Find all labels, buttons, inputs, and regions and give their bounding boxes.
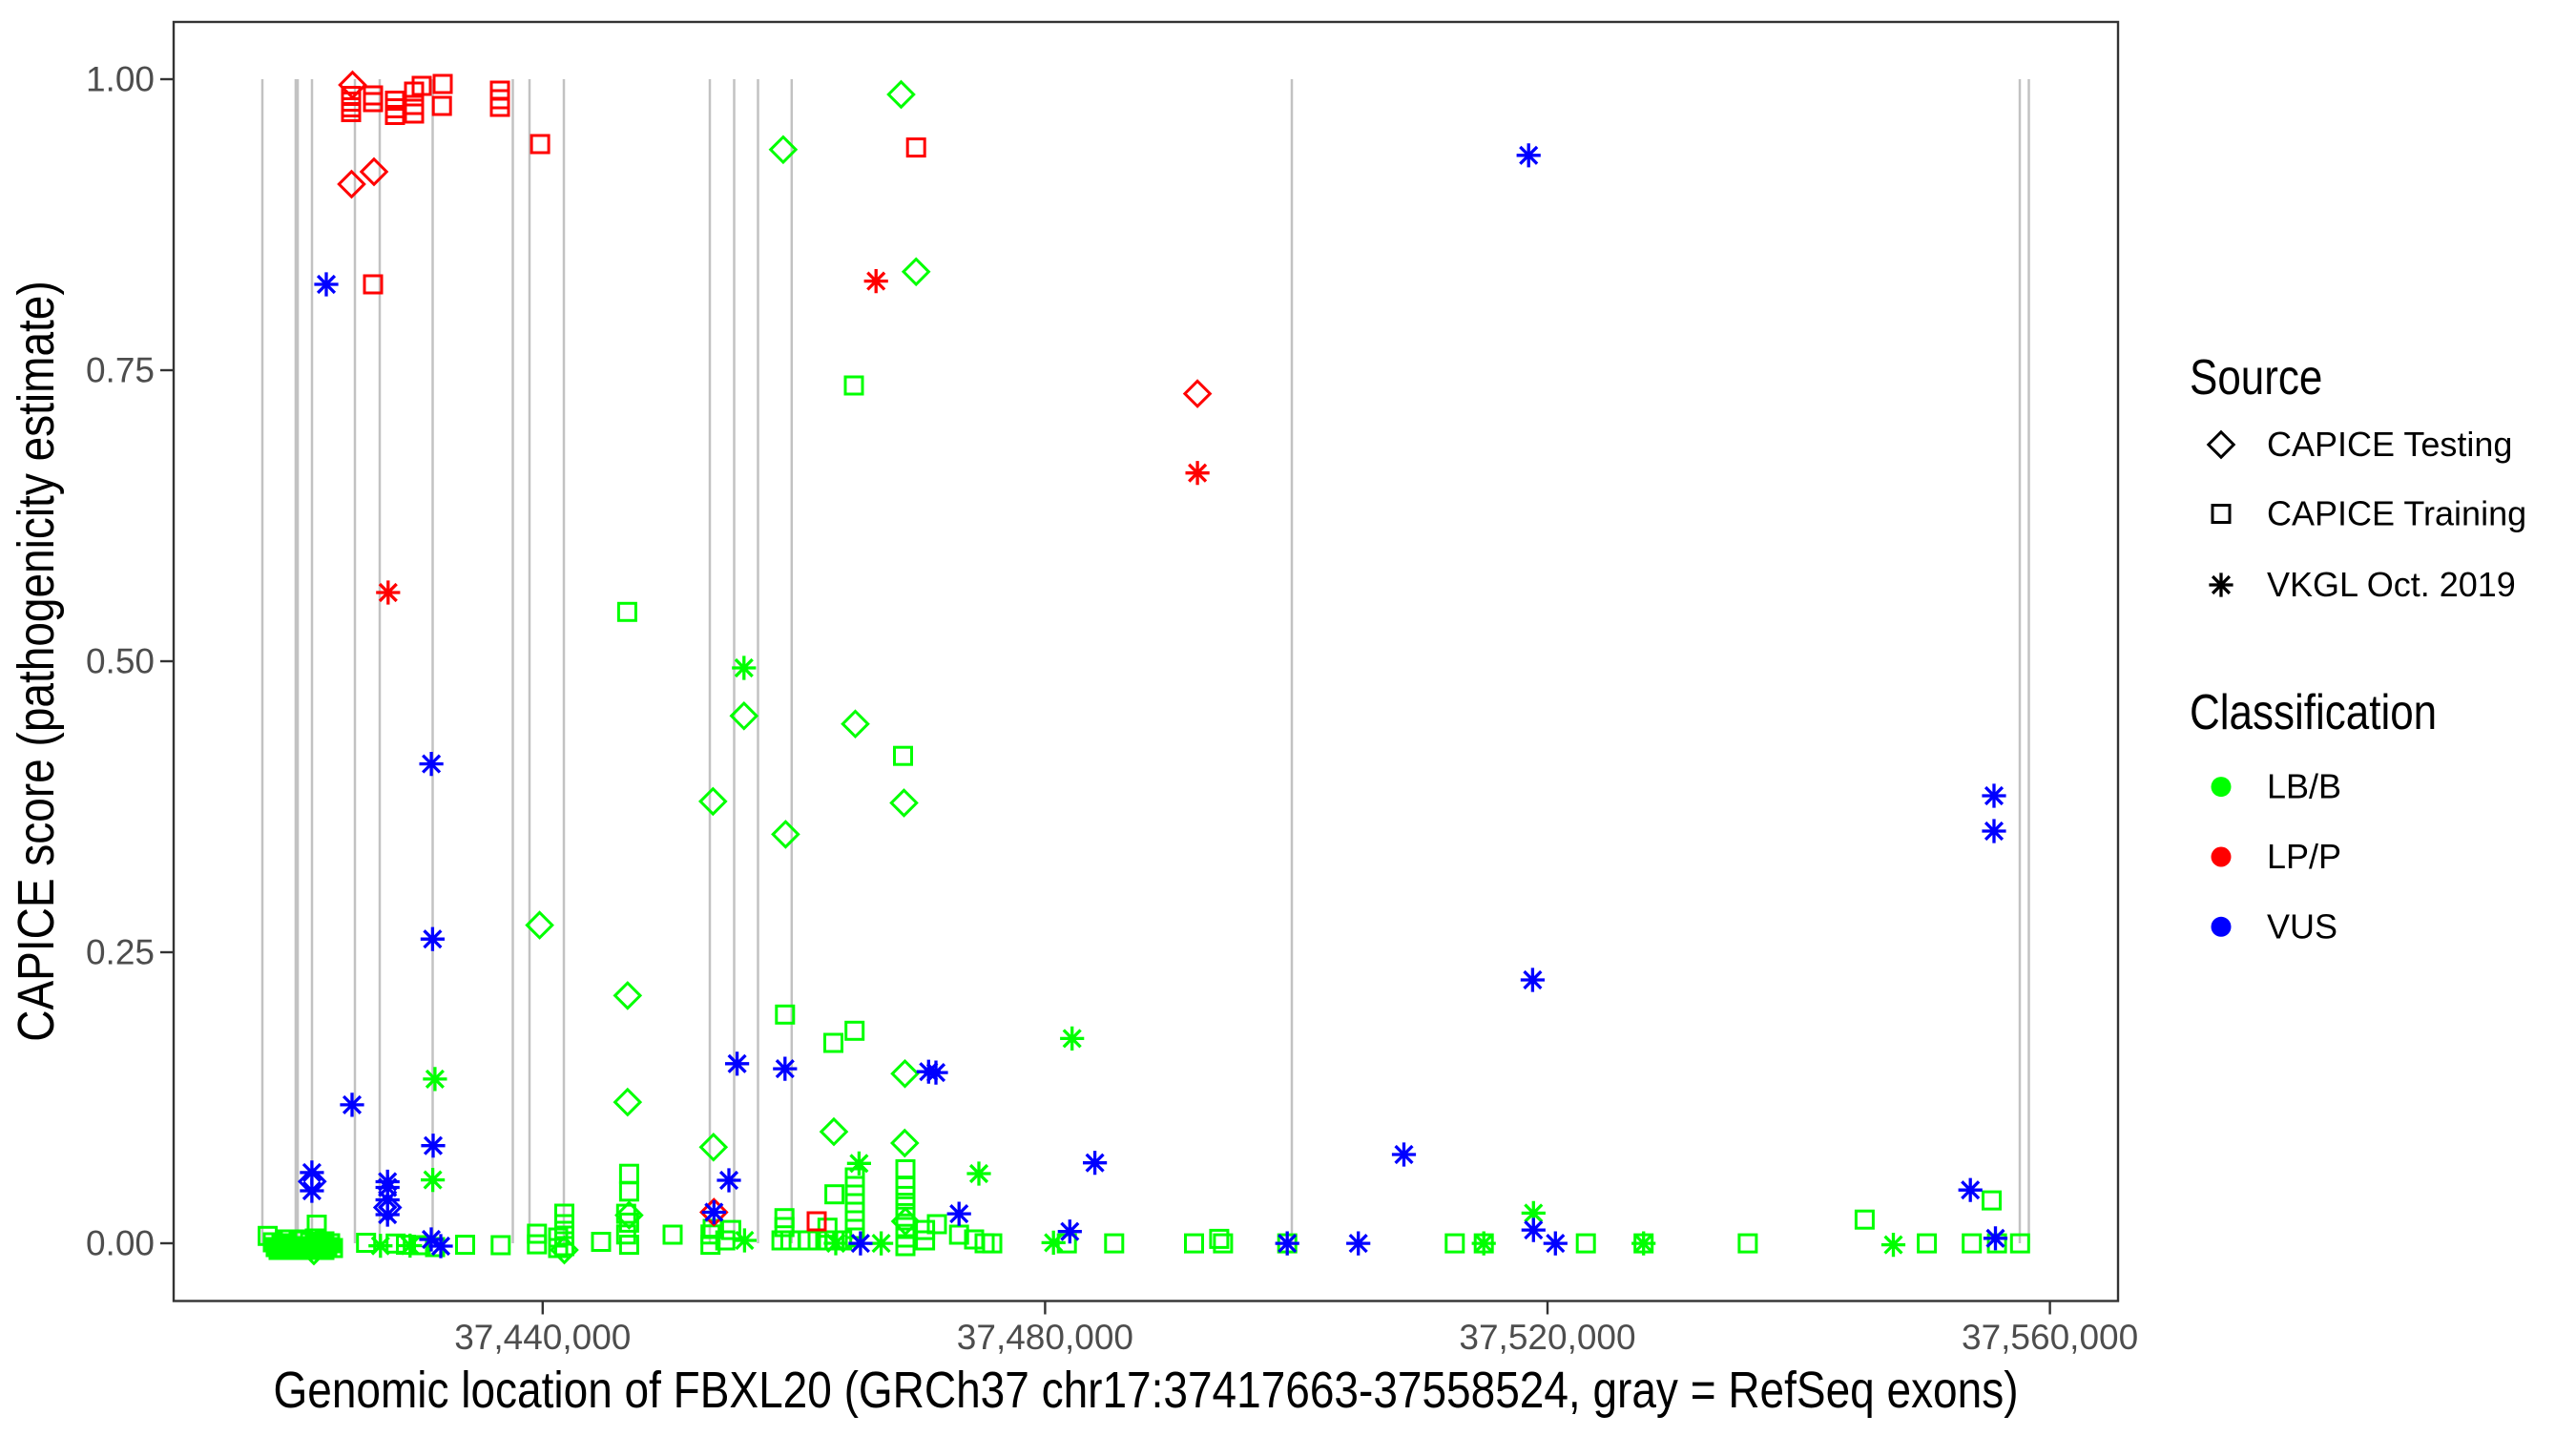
svg-text:LP/P: LP/P [2267,837,2341,876]
svg-text:37,560,000: 37,560,000 [1962,1318,2138,1357]
svg-text:VKGL Oct. 2019: VKGL Oct. 2019 [2267,565,2516,604]
svg-text:CAPICE Training: CAPICE Training [2267,494,2526,533]
svg-text:VUS: VUS [2267,906,2337,946]
svg-text:37,440,000: 37,440,000 [454,1318,631,1357]
svg-text:0.25: 0.25 [86,933,155,972]
svg-text:CAPICE score (pathogenicity es: CAPICE score (pathogenicity estimate) [8,281,65,1041]
svg-text:37,520,000: 37,520,000 [1459,1318,1635,1357]
svg-text:CAPICE Testing: CAPICE Testing [2267,425,2512,464]
svg-text:1.00: 1.00 [86,60,155,99]
svg-text:Classification: Classification [2190,686,2437,740]
svg-text:Genomic location of FBXL20 (GR: Genomic location of FBXL20 (GRCh37 chr17… [273,1362,2018,1419]
svg-text:Source: Source [2190,351,2322,406]
svg-text:0.75: 0.75 [86,351,155,390]
svg-text:0.00: 0.00 [86,1224,155,1263]
svg-text:0.50: 0.50 [86,642,155,681]
svg-text:37,480,000: 37,480,000 [957,1318,1133,1357]
svg-text:LB/B: LB/B [2267,767,2341,806]
